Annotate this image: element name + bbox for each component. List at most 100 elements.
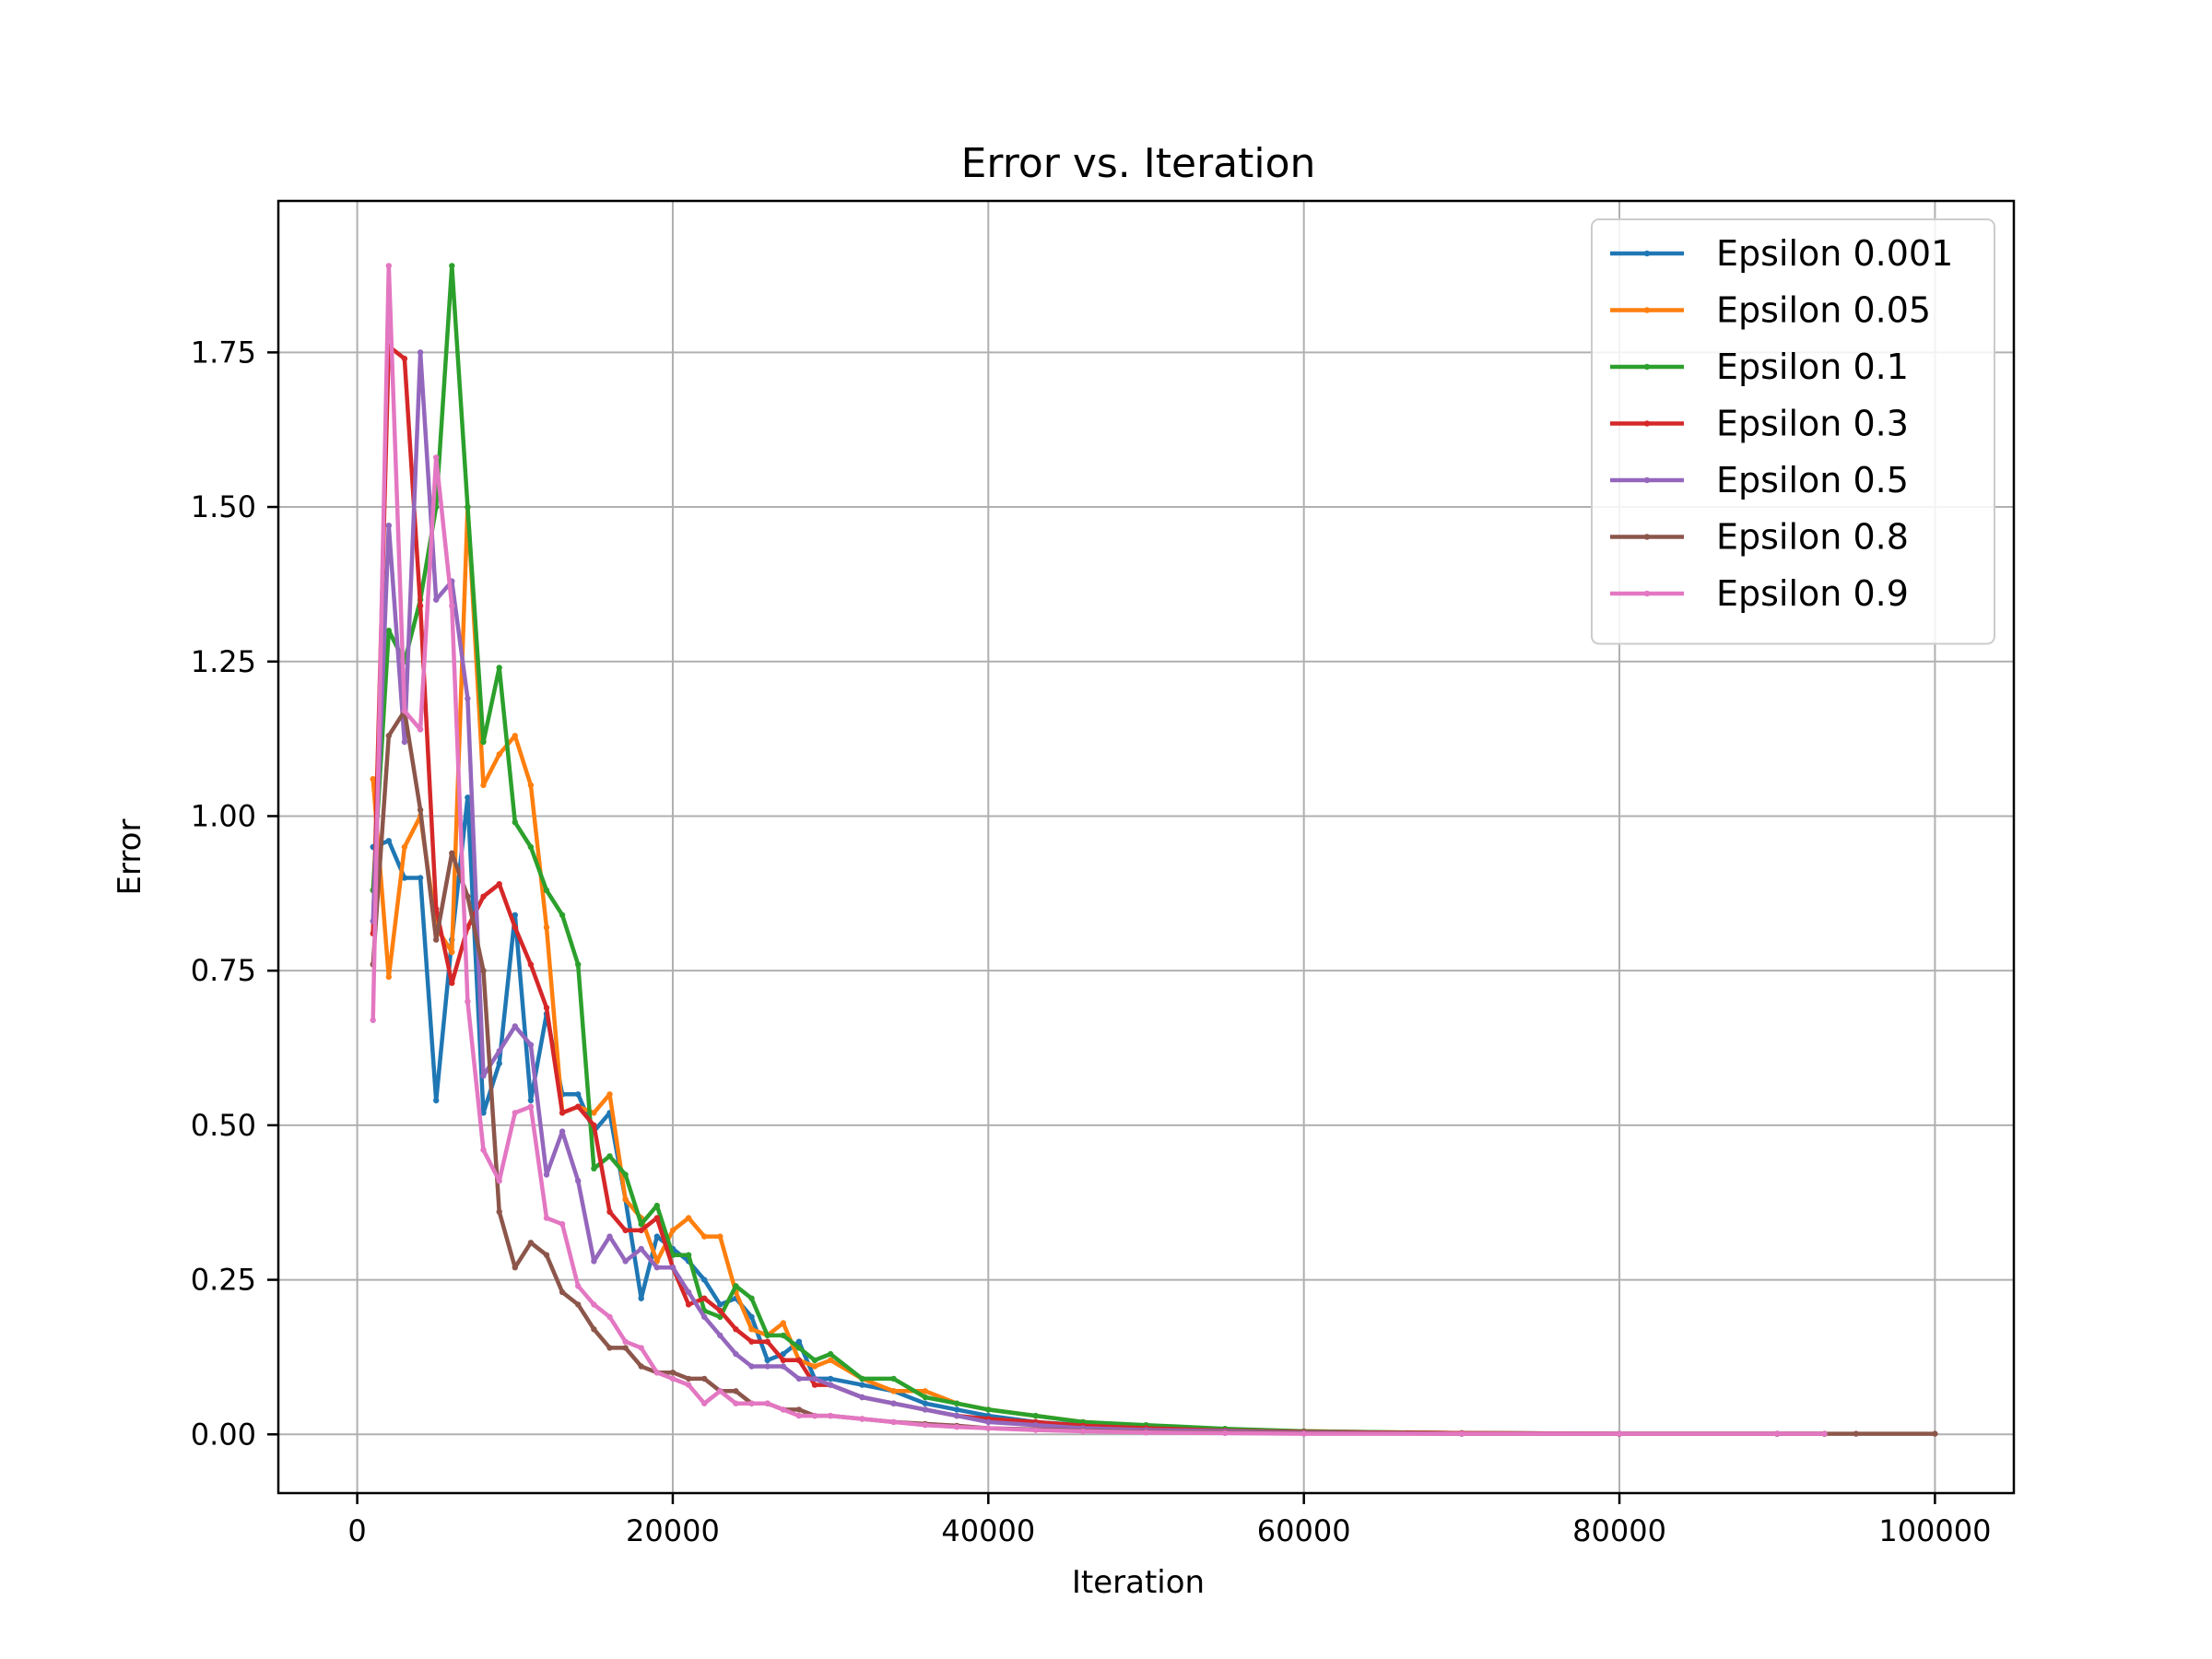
data-point (449, 850, 455, 856)
data-point (433, 454, 440, 461)
data-point (811, 1375, 818, 1382)
y-tick-label: 0.75 (191, 953, 256, 988)
data-point (780, 1363, 786, 1370)
data-point (370, 776, 376, 782)
data-point (496, 881, 502, 888)
series-epsilon-0-1 (370, 263, 1828, 1437)
data-point (859, 1416, 865, 1422)
data-point (811, 1357, 818, 1364)
legend-label: Epsilon 0.3 (1716, 404, 1909, 444)
data-point (401, 355, 408, 362)
data-point (543, 887, 550, 894)
data-point (385, 973, 392, 981)
legend-marker (1643, 477, 1651, 484)
data-point (953, 1400, 960, 1406)
data-point (1458, 1430, 1465, 1437)
data-point (512, 1265, 518, 1271)
data-point (527, 1240, 535, 1246)
data-point (733, 1400, 739, 1406)
data-point (606, 1153, 613, 1159)
data-point (512, 924, 518, 931)
series-epsilon-0-9 (370, 263, 1828, 1437)
legend-label: Epsilon 0.001 (1716, 233, 1953, 274)
data-point (653, 1215, 660, 1221)
data-point (465, 893, 471, 900)
data-point (606, 1233, 613, 1240)
data-point (385, 733, 392, 739)
data-point (701, 1400, 708, 1406)
plot-frame (276, 199, 2016, 1495)
series-line (371, 264, 1825, 1436)
data-point (748, 1363, 755, 1370)
legend-item: Epsilon 0.001 (1610, 233, 1953, 274)
data-point (653, 1265, 660, 1271)
data-point (859, 1382, 865, 1388)
data-point (717, 1307, 724, 1314)
data-point (465, 794, 471, 801)
data-point (575, 1091, 582, 1098)
data-point (465, 503, 471, 511)
data-point (733, 1388, 739, 1394)
data-point (811, 1412, 818, 1419)
data-point (653, 1202, 660, 1209)
data-point (890, 1418, 897, 1426)
series-line (371, 344, 1825, 1436)
data-point (638, 1221, 644, 1228)
series-group (370, 263, 1938, 1437)
data-point (669, 1265, 677, 1271)
data-point (496, 1178, 502, 1184)
data-point (701, 1295, 708, 1301)
y-axis-label: Error (112, 819, 148, 896)
data-point (795, 1375, 803, 1382)
data-point (764, 1357, 771, 1364)
data-point (591, 1110, 597, 1116)
data-point (622, 1258, 629, 1265)
y-tick-label: 1.50 (191, 489, 256, 524)
data-point (795, 1338, 803, 1345)
legend-marker (1643, 534, 1651, 540)
x-tick-label: 80000 (1572, 1513, 1666, 1548)
data-point (685, 1382, 692, 1388)
data-point (827, 1375, 834, 1382)
series-line (371, 264, 1825, 1436)
data-point (543, 1252, 550, 1258)
data-point (591, 1301, 597, 1308)
data-point (527, 1097, 535, 1104)
data-point (780, 1332, 786, 1339)
data-point (985, 1418, 992, 1426)
legend-marker (1643, 420, 1651, 427)
data-point (543, 1171, 550, 1178)
data-point (748, 1400, 755, 1406)
legend-marker (1643, 250, 1651, 257)
data-point (859, 1375, 865, 1382)
data-point (591, 1326, 597, 1333)
data-point (764, 1400, 771, 1406)
data-point (512, 819, 518, 826)
data-point (559, 1221, 566, 1228)
data-point (780, 1320, 786, 1326)
data-point (733, 1283, 739, 1289)
data-point (606, 1091, 613, 1098)
data-point (385, 263, 392, 269)
data-point (922, 1388, 928, 1394)
y-tick-label: 0.00 (191, 1417, 256, 1452)
data-point (433, 905, 440, 912)
data-point (653, 1233, 660, 1240)
chart-title: Error vs. Iteration (961, 140, 1316, 187)
legend-label: Epsilon 0.9 (1716, 573, 1909, 614)
legend-marker (1643, 307, 1651, 313)
data-point (1079, 1428, 1087, 1435)
legend-label: Epsilon 0.5 (1716, 460, 1909, 500)
data-point (638, 1363, 644, 1370)
data-point (591, 1258, 597, 1265)
legend-item: Epsilon 0.8 (1610, 517, 1909, 558)
data-point (385, 838, 392, 844)
data-point (559, 1110, 566, 1116)
data-point (922, 1422, 928, 1429)
data-point (764, 1363, 771, 1370)
data-point (543, 1215, 550, 1221)
data-point (859, 1394, 865, 1401)
data-point (733, 1326, 739, 1333)
data-point (543, 924, 550, 931)
data-point (764, 1338, 771, 1345)
